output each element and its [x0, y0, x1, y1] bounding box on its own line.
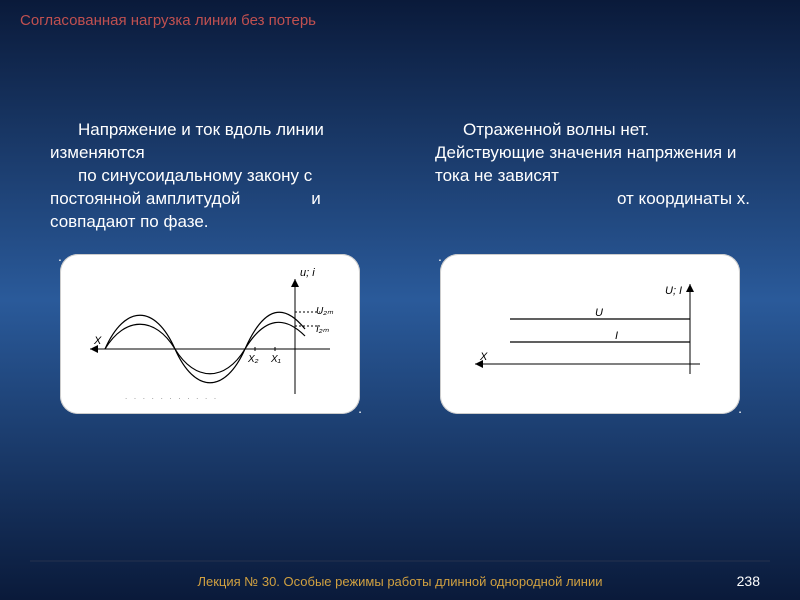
- figure-1-wrap: . . . . .: [60, 254, 360, 414]
- u-label: U: [595, 307, 603, 319]
- footer-bar: Лекция № 30. Особые режимы работы длинно…: [30, 560, 770, 600]
- x-axis-label: X: [93, 335, 102, 347]
- u2m-label: U₂ₘ: [316, 306, 334, 317]
- footer-text: Лекция № 30. Особые режимы работы длинно…: [197, 574, 602, 589]
- flat-diagram: U; I X U I: [440, 254, 740, 414]
- axis-y-label: u; i: [300, 267, 315, 279]
- figure-sine: . . . . . . . . . . . u; i X X₁ X₂ U₂ₘ I…: [60, 254, 360, 414]
- dot-icon: .: [438, 248, 442, 264]
- right-para-2: от координаты x.: [435, 188, 750, 211]
- i2m-label: I₂ₘ: [316, 324, 330, 335]
- figures-row: . . . . .: [0, 234, 800, 414]
- dot-icon: .: [358, 400, 362, 416]
- dot-icon: .: [58, 248, 62, 264]
- figure-2-wrap: . U; I X U I .: [440, 254, 740, 414]
- content-columns: Напряжение и ток вдоль линии изменяются …: [0, 29, 800, 234]
- x1-label: X₁: [270, 354, 281, 365]
- i-label: I: [615, 330, 618, 342]
- axis-y-label-2: U; I: [665, 285, 682, 297]
- x-axis-label-2: X: [479, 351, 488, 363]
- left-para-2: по синусоидальному закону с постоянной а…: [50, 165, 365, 234]
- slide-title: Согласованная нагрузка линии без потерь: [0, 0, 800, 29]
- right-column: Отраженной волны нет. Действующие значен…: [435, 119, 750, 234]
- left-para-1: Напряжение и ток вдоль линии изменяются: [50, 119, 365, 165]
- dots: . . . . . . . . . . .: [125, 392, 216, 401]
- figure-flat: U; I X U I: [440, 254, 740, 414]
- page-number: 238: [737, 573, 760, 589]
- left-column: Напряжение и ток вдоль линии изменяются …: [50, 119, 365, 234]
- right-para-1: Отраженной волны нет. Действующие значен…: [435, 119, 750, 188]
- dot-icon: .: [738, 400, 742, 416]
- x2-label: X₂: [247, 354, 259, 365]
- sine-diagram: . . . . . . . . . . . u; i X X₁ X₂ U₂ₘ I…: [60, 254, 360, 414]
